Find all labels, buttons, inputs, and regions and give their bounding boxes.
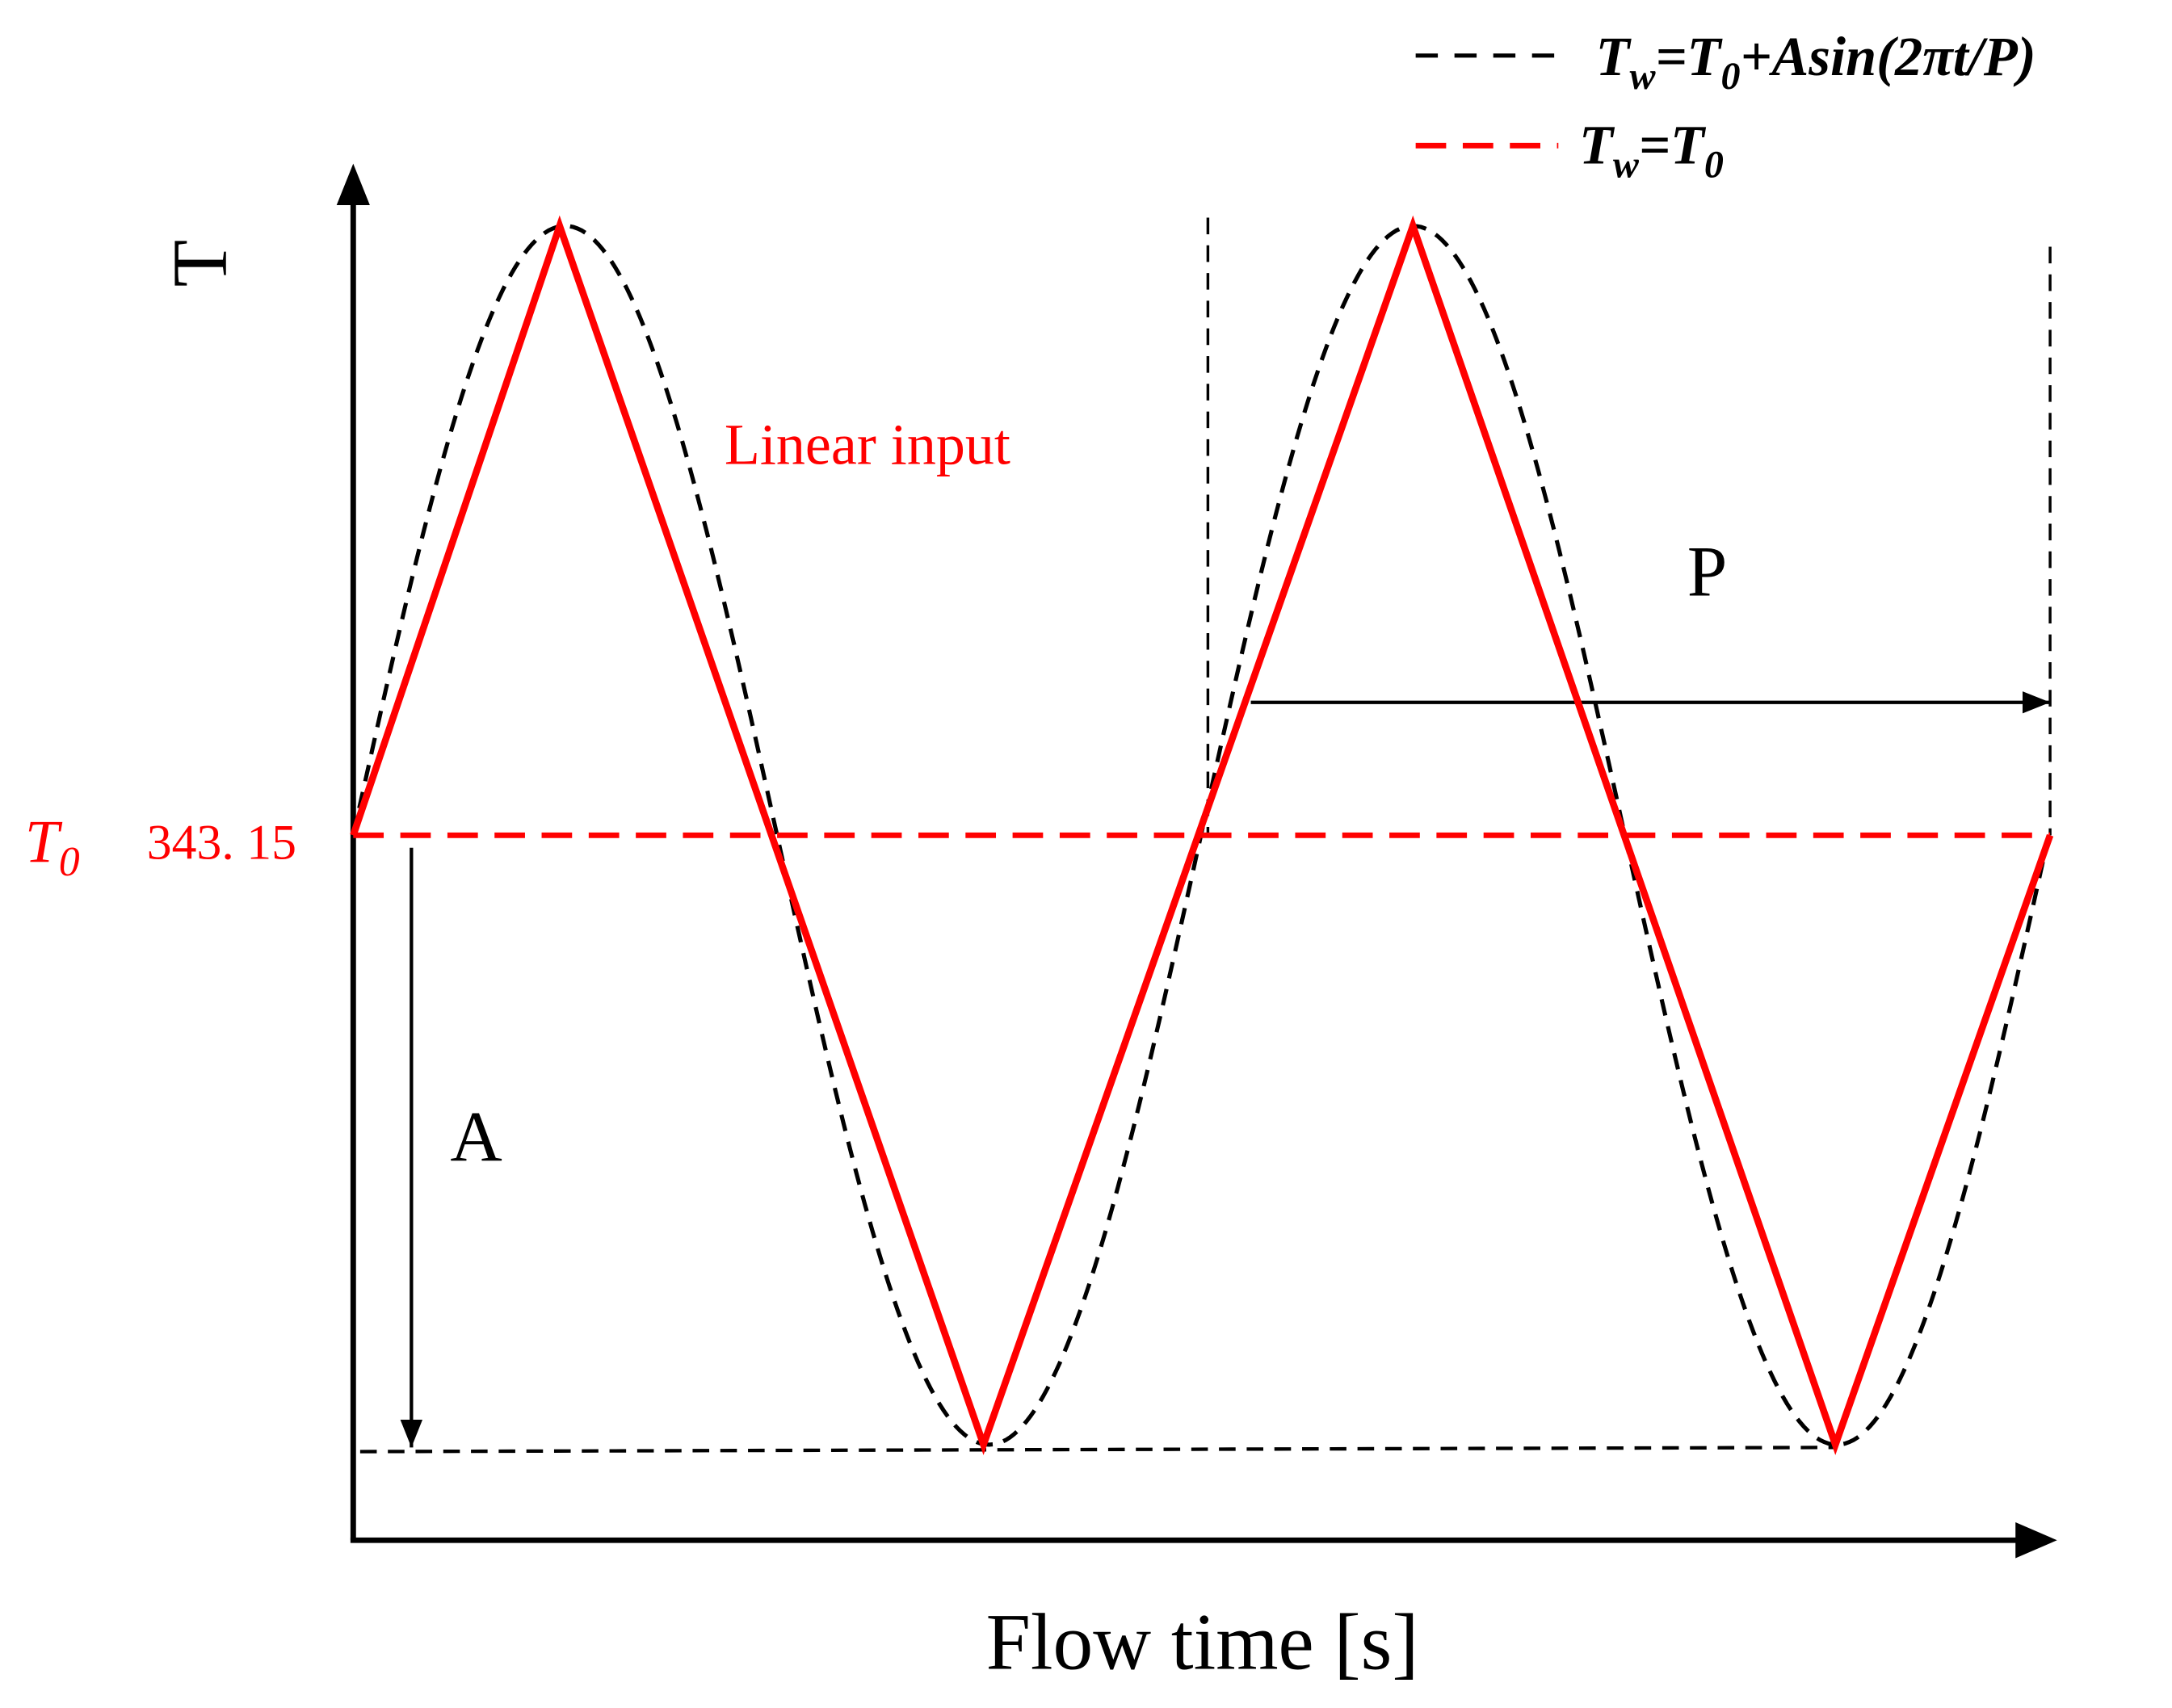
legend-entry: Tw=T0 [1579, 115, 1724, 187]
t0-value: 343. 15 [147, 816, 296, 871]
linear-input-label: Linear input [725, 413, 1010, 477]
x-axis-label: Flow time [s] [986, 1597, 1419, 1687]
x-axis-arrow [2015, 1521, 2057, 1559]
trough-line [359, 1446, 1836, 1454]
legend-subscript: w [1613, 144, 1640, 187]
y-axis-arrow [336, 163, 370, 206]
linear-input-curve [350, 215, 2054, 1455]
legend-text-part: =T [1639, 115, 1707, 176]
legend-entry: Tw=T0+Asin(2πt/P) [1596, 26, 2036, 98]
t0-symbol-main: T [25, 808, 63, 875]
amplitude-label: A [450, 1097, 502, 1177]
legend-text-part: =T [1655, 26, 1723, 87]
legend-text-part: +Asin(2πt/P) [1740, 26, 2035, 87]
legend-text-part: T [1579, 115, 1615, 176]
legend-text-part: T [1596, 26, 1632, 87]
t0-symbol-sub: 0 [59, 839, 80, 885]
legend-subscript: w [1629, 55, 1656, 98]
t0-symbol: T0 [25, 808, 80, 885]
legend-subscript: 0 [1720, 55, 1740, 98]
period-label: P [1687, 533, 1728, 612]
legend-subscript: 0 [1704, 144, 1724, 187]
y-axis-label: T [156, 240, 242, 287]
